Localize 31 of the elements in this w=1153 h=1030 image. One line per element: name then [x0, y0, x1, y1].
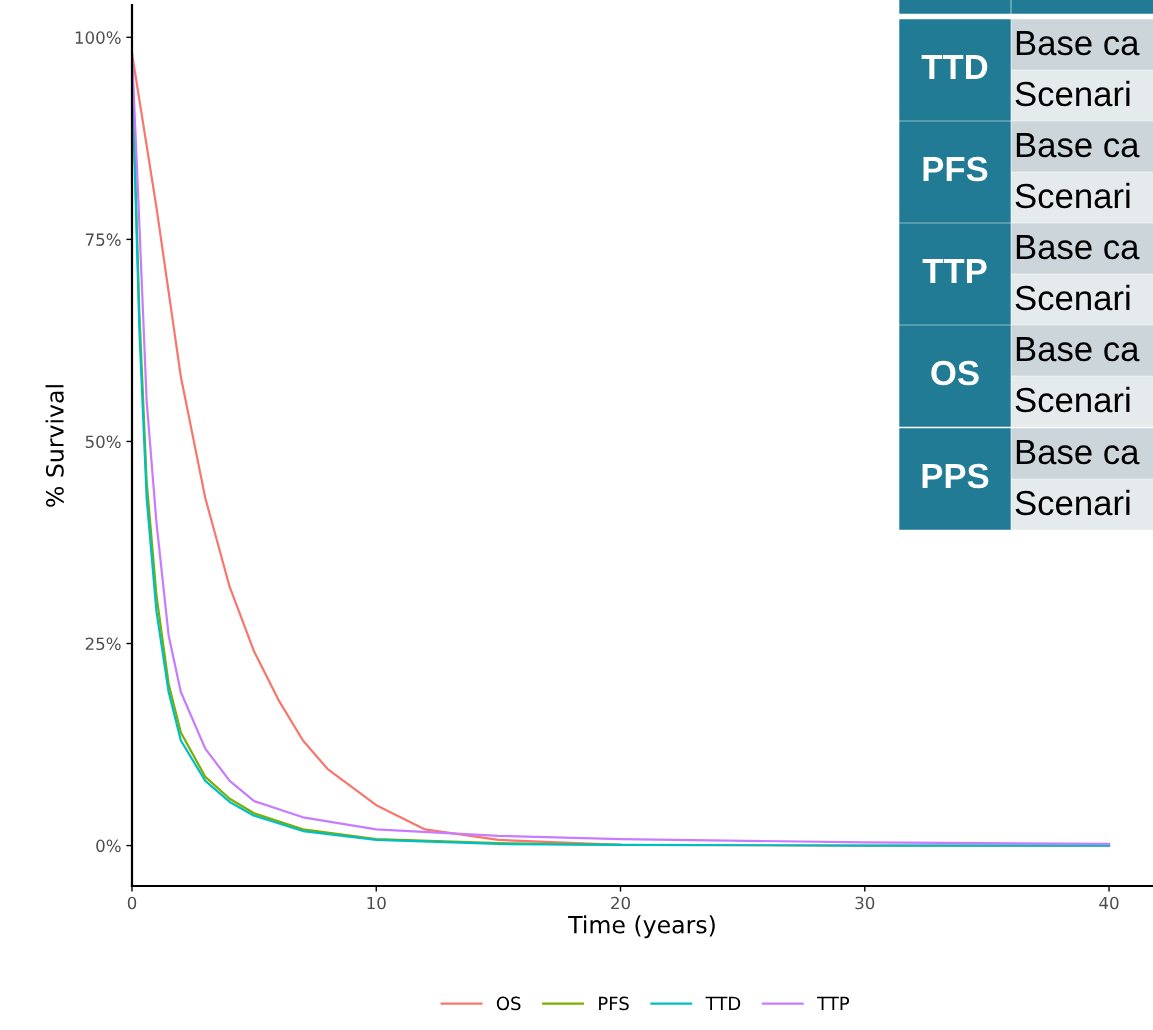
annotation: Base ca	[1016, 31, 1140, 56]
annotation: Base ca	[1016, 133, 1140, 158]
annotation: Base ca	[1016, 337, 1140, 362]
x-tick-label: 30	[855, 896, 875, 910]
legend-label: TTD	[705, 996, 741, 1010]
x-tick-label: 10	[367, 896, 386, 910]
y-tick-label: 25%	[85, 637, 121, 651]
annotation: OS	[931, 360, 979, 386]
annotation: PFS	[923, 156, 988, 182]
annotation: Scenari	[1015, 489, 1130, 516]
y-tick-label: 100%	[75, 31, 121, 44]
annotation: Scenari	[1015, 182, 1130, 209]
y-axis-title: % Survival	[45, 385, 64, 507]
annotation: Base ca	[1016, 235, 1140, 260]
x-tick-label: 20	[611, 896, 631, 910]
legend-label: TTP	[817, 996, 850, 1010]
legend-label: PFS	[599, 996, 629, 1011]
annotation: TTP	[922, 259, 987, 283]
x-axis-title: Time (years)	[568, 915, 715, 939]
y-tick-label: 0%	[96, 839, 121, 853]
annotation: TTD	[921, 55, 988, 79]
x-tick-label: 40	[1099, 896, 1119, 910]
annotation: Scenari	[1015, 80, 1130, 107]
y-tick-label: 75%	[85, 233, 121, 246]
x-tick-label: 0	[127, 896, 137, 910]
y-tick-label: 50%	[85, 435, 121, 449]
legend-label: OS	[496, 996, 521, 1011]
annotation: Base ca	[1016, 440, 1140, 465]
annotation: PPS	[922, 463, 989, 489]
annotation: Scenari	[1015, 284, 1130, 311]
annotation: Scenari	[1015, 386, 1130, 413]
